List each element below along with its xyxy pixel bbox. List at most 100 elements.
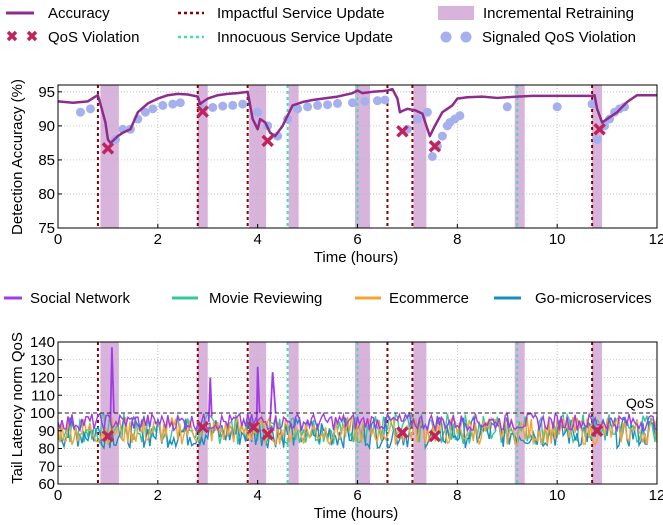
bottom-xlabel: Time (hours) — [314, 505, 398, 522]
top-signaled-point-39 — [502, 102, 512, 112]
top-signaled-point-38 — [455, 111, 465, 121]
top-signaled-point-1 — [85, 104, 95, 114]
top-signaled-point-13 — [218, 101, 228, 111]
top-qos-violation-4 — [428, 140, 442, 153]
top-signaled-point-14 — [228, 100, 238, 110]
bottom-qos-violation-1 — [196, 420, 209, 434]
top-signaled-point-22 — [313, 100, 323, 110]
bottom-retraining-band-3 — [288, 342, 299, 484]
top-ytick-label-1: 80 — [38, 186, 55, 203]
top-signaled-point-8 — [158, 100, 168, 110]
top-qos-violation-1 — [196, 105, 209, 118]
legend-movie-label: Movie Reviewing — [209, 290, 322, 307]
bottom-ytick-label-2: 80 — [38, 441, 55, 458]
top-qos-violation-2 — [261, 134, 274, 148]
latency-spike-2 — [255, 366, 261, 422]
top-qos-violation-5 — [593, 123, 606, 136]
top-signaled-point-6 — [140, 107, 150, 117]
legend-social-label: Social Network — [30, 290, 131, 307]
latency-spike-1 — [207, 377, 213, 422]
bottom-xtick-label-3: 6 — [353, 487, 361, 504]
legend-bottom: Social Network Movie Reviewing Ecommerce… — [4, 290, 652, 307]
bottom-xtick-label-5: 10 — [549, 487, 566, 504]
top-retraining-band-4 — [355, 85, 370, 228]
top-retraining-band-7 — [592, 85, 603, 228]
legend-ecommerce-label: Ecommerce — [389, 290, 469, 307]
top-signaled-point-7 — [148, 104, 158, 114]
latency-spike-3 — [269, 372, 277, 422]
legend-accuracy-label: Accuracy — [48, 5, 110, 22]
bottom-retraining-band-5 — [413, 342, 427, 484]
top-signaled-point-16 — [253, 107, 263, 117]
top-qos-violation-0 — [101, 142, 115, 155]
top-signaled-point-24 — [333, 98, 343, 108]
bottom-qos-violation-0 — [101, 429, 115, 443]
top-retraining-band-1 — [197, 85, 208, 228]
top-retraining-band-0 — [100, 85, 119, 228]
legend-impactful-label: Impactful Service Update — [217, 5, 385, 22]
top-signaled-point-10 — [175, 98, 185, 108]
bottom-xtick-label-4: 8 — [453, 487, 461, 504]
top-signaled-point-26 — [360, 96, 370, 106]
top-signaled-point-42 — [592, 134, 602, 144]
latency-spike-0 — [109, 347, 115, 422]
bottom-ytick-label-1: 70 — [38, 458, 55, 475]
top-signaled-point-15 — [238, 99, 248, 109]
bottom-xtick-label-1: 2 — [154, 487, 162, 504]
bottom-ytick-label-4: 100 — [30, 405, 55, 422]
bottom-qos-violation-3 — [261, 428, 274, 441]
top-xtick-label-4: 8 — [453, 231, 461, 248]
bottom-qos-violation-5 — [428, 429, 442, 443]
top-signaled-point-32 — [427, 152, 437, 161]
legend-retraining-label: Incremental Retraining — [483, 5, 634, 22]
bottom-ytick-label-8: 140 — [30, 334, 55, 351]
top-signaled-point-27 — [372, 96, 382, 106]
top-qos-violation-3 — [396, 125, 409, 138]
legend-signaled-dot-2 — [460, 31, 472, 43]
legend-top: Accuracy QoS Violation Impactful Service… — [6, 5, 636, 46]
top-ytick-label-3: 90 — [38, 118, 55, 135]
bottom-ytick-label-7: 130 — [30, 352, 55, 369]
legend-signaled-label: Signaled QoS Violation — [482, 29, 636, 46]
top-xlabel: Time (hours) — [314, 249, 398, 266]
bottom-ytick-label-3: 90 — [38, 423, 55, 440]
legend-innocuous-label: Innocuous Service Update — [217, 29, 393, 46]
top-signaled-point-12 — [208, 102, 218, 112]
top-signaled-point-34 — [437, 131, 447, 141]
top-retraining-band-5 — [413, 85, 427, 228]
bottom-xtick-label-0: 0 — [54, 487, 62, 504]
top-xtick-label-1: 2 — [154, 231, 162, 248]
bottom-ylabel: Tail Latency norm QoS — [9, 332, 26, 484]
qos-threshold-label: QoS — [626, 395, 654, 411]
bottom-retraining-band-6 — [514, 342, 525, 484]
top-xtick-label-3: 6 — [353, 231, 361, 248]
top-signaled-point-28 — [380, 95, 390, 105]
legend-qos-violation-label: QoS Violation — [48, 29, 139, 46]
bottom-ytick-label-6: 120 — [30, 370, 55, 387]
top-signaled-point-20 — [293, 104, 303, 114]
accuracy-panel: 0 2 4 6 8 10 12 75 80 85 90 95 — [38, 84, 663, 248]
top-signaled-point-31 — [422, 107, 432, 117]
top-xtick-label-0: 0 — [54, 231, 62, 248]
bottom-xtick-label-6: 12 — [649, 487, 663, 504]
top-retraining-band-6 — [514, 85, 525, 228]
legend-signaled-dot-1 — [440, 31, 452, 43]
top-ylabel: Detection Accuracy (%) — [9, 79, 26, 235]
top-signaled-point-40 — [552, 102, 562, 112]
top-signaled-point-21 — [303, 102, 313, 112]
bottom-qos-violation-6 — [590, 424, 604, 437]
top-signaled-point-41 — [587, 99, 597, 109]
top-xtick-label-2: 4 — [253, 231, 261, 248]
top-ytick-label-0: 75 — [38, 220, 55, 237]
bottom-ytick-label-5: 110 — [31, 387, 55, 404]
bottom-qos-violation-4 — [396, 426, 409, 439]
top-signaled-point-47 — [620, 102, 630, 112]
top-signaled-point-9 — [168, 99, 178, 109]
top-signaled-point-30 — [412, 114, 422, 124]
top-ytick-label-4: 95 — [38, 84, 55, 101]
bottom-ytick-label-0: 60 — [38, 476, 55, 493]
bottom-qos-violation-2 — [247, 420, 260, 434]
top-ytick-label-2: 85 — [38, 152, 55, 169]
